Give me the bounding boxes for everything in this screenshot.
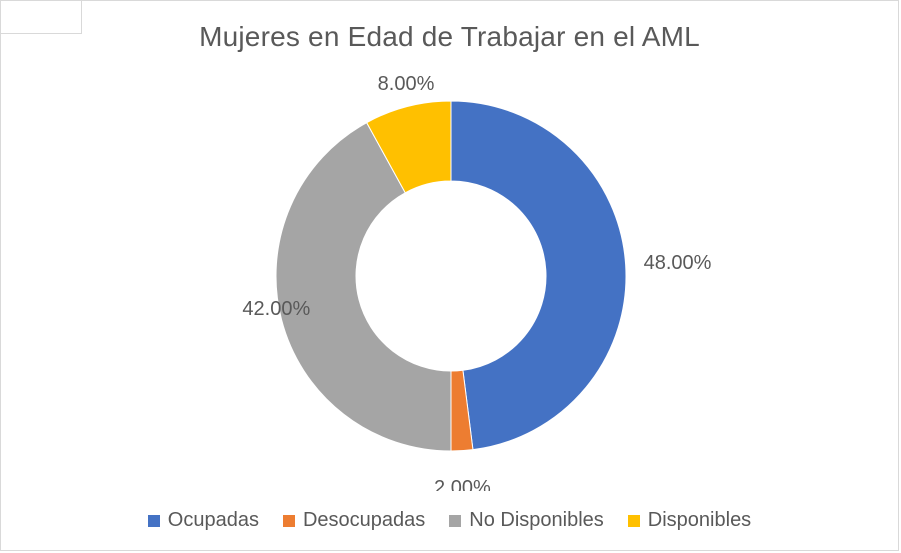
legend-item: Desocupadas	[283, 509, 425, 532]
legend-item: Ocupadas	[148, 509, 259, 532]
slice-label: 8.00%	[378, 73, 435, 95]
chart-frame: Mujeres en Edad de Trabajar en el AML 48…	[0, 0, 899, 551]
legend-swatch	[449, 515, 461, 527]
legend-item: No Disponibles	[449, 509, 604, 532]
legend: Ocupadas Desocupadas No Disponibles Disponi…	[1, 509, 898, 532]
legend-swatch	[628, 515, 640, 527]
legend-label: Desocupadas	[303, 509, 425, 532]
chart-title: Mujeres en Edad de Trabajar en el AML	[1, 21, 898, 53]
legend-item: Disponibles	[628, 509, 751, 532]
legend-swatch	[148, 515, 160, 527]
chart-area: 48.00% 2.00% 42.00% 8.00%	[1, 61, 898, 490]
legend-label: Disponibles	[648, 509, 751, 532]
donut-chart-svg: 48.00% 2.00% 42.00% 8.00%	[1, 61, 901, 491]
legend-label: No Disponibles	[469, 509, 604, 532]
donut-slice	[451, 101, 626, 450]
legend-label: Ocupadas	[168, 509, 259, 532]
slice-label: 2.00%	[434, 477, 491, 491]
legend-swatch	[283, 515, 295, 527]
slice-label: 42.00%	[242, 298, 310, 320]
slice-label: 48.00%	[644, 252, 712, 274]
